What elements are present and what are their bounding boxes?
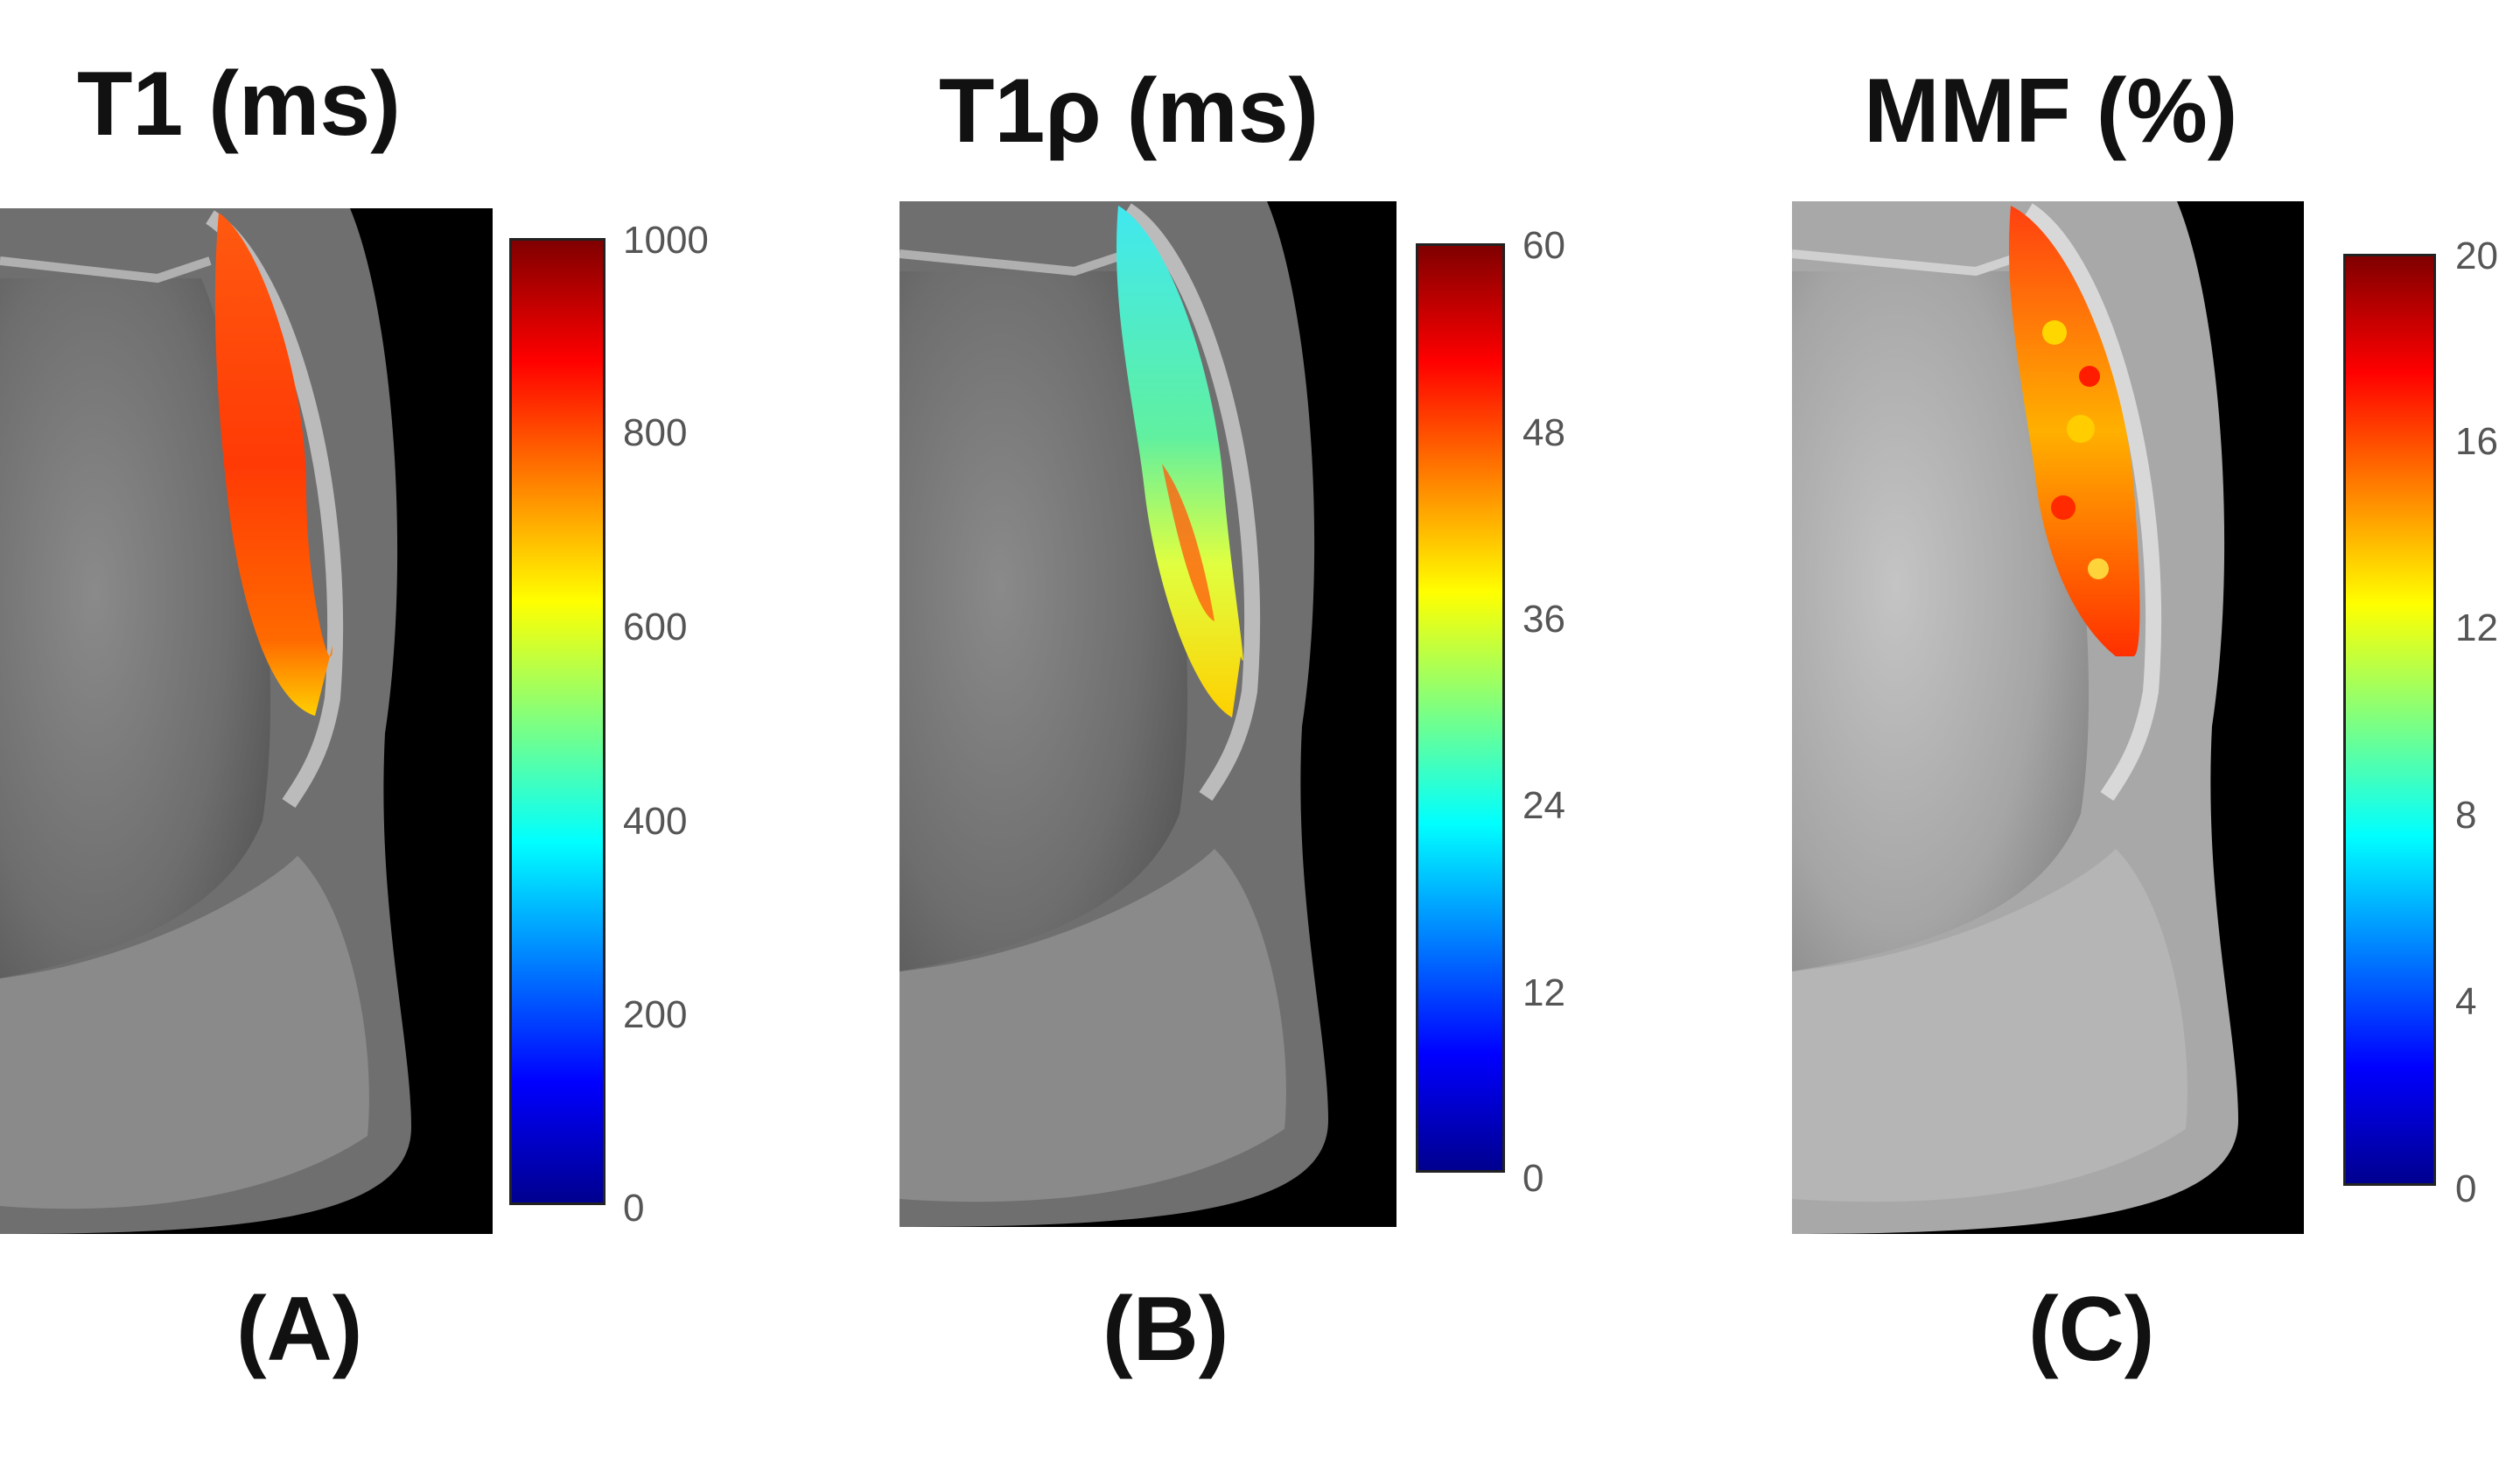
panel-title: T1 (ms) bbox=[77, 53, 401, 155]
colorbar-tick: 0 bbox=[2455, 1167, 2477, 1210]
panel-title: MMF (%) bbox=[1864, 60, 2238, 162]
colorbar-tick: 0 bbox=[623, 1187, 645, 1230]
colorbar-tick: 200 bbox=[623, 993, 688, 1036]
colorbar-tick: 16 bbox=[2455, 420, 2498, 463]
panel-c: MMF (%) 20 16 12 8 4 0 (C) bbox=[1792, 0, 2520, 1458]
colorbar-tick: 12 bbox=[2455, 606, 2498, 649]
colorbar-tick: 24 bbox=[1522, 784, 1565, 827]
colorbar-tick: 8 bbox=[2455, 794, 2477, 837]
panel-label: (B) bbox=[1102, 1279, 1229, 1380]
panel-b: T1ρ (ms) 60 48 36 24 12 0 (B) bbox=[900, 0, 1687, 1458]
colorbar-tick: 1000 bbox=[623, 219, 709, 262]
colorbar bbox=[2343, 254, 2436, 1186]
mri-image-t1rho bbox=[900, 201, 1396, 1227]
panel-a: T1 (ms) 1000 800 600 400 200 0 (A) bbox=[0, 0, 788, 1458]
mri-image-t1 bbox=[0, 208, 493, 1234]
colorbar bbox=[509, 238, 606, 1205]
colorbar bbox=[1416, 243, 1505, 1173]
colorbar-tick: 36 bbox=[1522, 598, 1565, 641]
colorbar-tick: 400 bbox=[623, 800, 688, 843]
colorbar-tick: 48 bbox=[1522, 411, 1565, 454]
panel-label: (A) bbox=[236, 1279, 363, 1380]
colorbar-tick: 60 bbox=[1522, 224, 1565, 267]
mri-image-mmf bbox=[1792, 201, 2304, 1234]
colorbar-tick: 20 bbox=[2455, 235, 2498, 277]
panel-label: (C) bbox=[2028, 1279, 2155, 1380]
colorbar-tick: 0 bbox=[1522, 1157, 1544, 1200]
colorbar-tick: 600 bbox=[623, 606, 688, 648]
colorbar-tick: 12 bbox=[1522, 971, 1565, 1014]
panel-title: T1ρ (ms) bbox=[939, 60, 1320, 162]
colorbar-tick: 800 bbox=[623, 411, 688, 454]
colorbar-tick: 4 bbox=[2455, 980, 2477, 1023]
